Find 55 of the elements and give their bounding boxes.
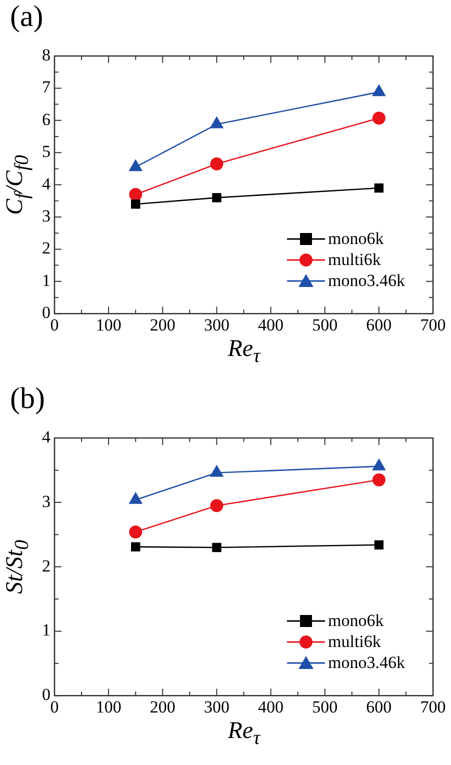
y-tick-label: 8 xyxy=(42,45,50,64)
y-tick-label: 3 xyxy=(42,492,50,511)
y-tick-label: 4 xyxy=(42,174,51,194)
point xyxy=(131,542,140,552)
x-axis-title: Re$_{τ}$ xyxy=(228,336,260,368)
point xyxy=(212,193,222,202)
chart-title: (b) xyxy=(10,382,45,416)
y-tick-label: 3 xyxy=(42,206,50,226)
point xyxy=(131,200,140,209)
point xyxy=(128,492,143,504)
x-tick-label: 700 xyxy=(420,697,446,716)
y-tick-label: 7 xyxy=(42,78,51,97)
x-tick-label: 400 xyxy=(258,697,284,716)
x-tick-label: 600 xyxy=(366,697,392,716)
legend-label: multi6k xyxy=(328,250,381,270)
point xyxy=(212,542,222,552)
x-tick-label: 300 xyxy=(204,315,230,334)
x-tick-label: 100 xyxy=(96,315,122,334)
y-tick-label: 1 xyxy=(42,620,50,640)
x-tick-label: 600 xyxy=(366,315,392,334)
point xyxy=(129,526,142,539)
point xyxy=(372,458,386,470)
y-tick-label: 0 xyxy=(42,303,50,322)
point xyxy=(374,540,384,550)
point xyxy=(128,159,143,172)
legend-label: mono6k xyxy=(328,611,384,632)
y-tick-label: 2 xyxy=(42,556,50,576)
y-tick-label: 1 xyxy=(42,270,50,290)
x-tick-label: 500 xyxy=(312,697,338,716)
legend-label: mono3.46k xyxy=(328,271,405,292)
x-tick-label: 700 xyxy=(420,315,446,334)
point xyxy=(210,464,224,477)
chart-title: (a) xyxy=(10,0,44,34)
x-tick-label: 200 xyxy=(150,697,176,716)
point xyxy=(374,183,384,193)
legend-label: mono6k xyxy=(328,229,384,250)
point xyxy=(372,84,386,96)
point xyxy=(372,112,386,125)
y-tick-label: 0 xyxy=(42,685,50,704)
y-tick-label: 2 xyxy=(42,238,50,258)
point xyxy=(210,116,224,128)
y-tick-label: 5 xyxy=(42,142,50,162)
y-tick-label: 4 xyxy=(42,427,51,446)
x-tick-label: 300 xyxy=(204,697,230,716)
point xyxy=(210,499,224,512)
point xyxy=(129,188,142,201)
x-tick-label: 100 xyxy=(96,697,122,716)
legend-label: mono3.46k xyxy=(328,653,405,674)
x-tick-label: 500 xyxy=(312,315,338,334)
y-tick-label: 6 xyxy=(42,110,50,129)
point xyxy=(210,157,224,170)
x-axis-title: Re$_{τ}$ xyxy=(228,718,260,750)
x-tick-label: 200 xyxy=(150,315,176,334)
legend-label: multi6k xyxy=(328,632,381,652)
x-tick-label: 400 xyxy=(258,315,284,334)
